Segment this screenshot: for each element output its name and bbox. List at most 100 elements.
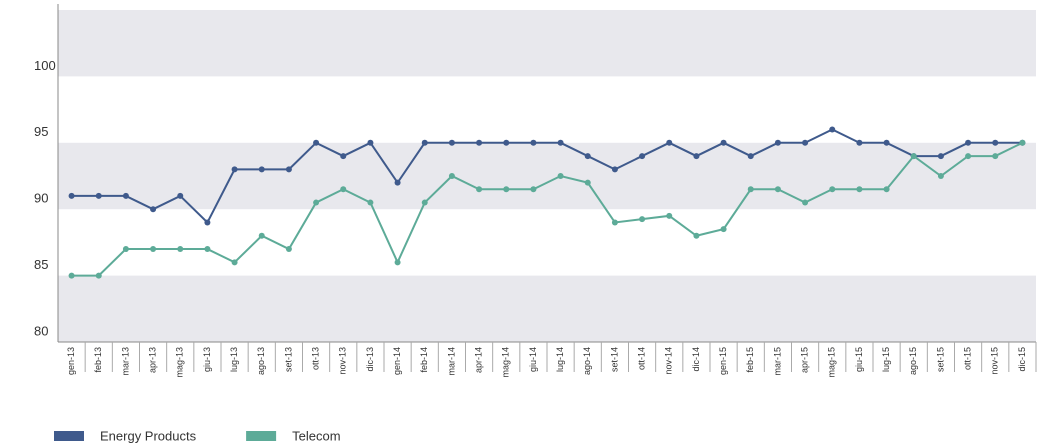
data-point (856, 186, 863, 193)
x-tick-label: mag-14 (501, 347, 511, 378)
x-tick-label: set-15 (935, 347, 945, 372)
x-tick-label: feb-13 (93, 347, 103, 373)
data-point (611, 219, 618, 226)
data-point (584, 179, 591, 186)
x-tick-label: apr-15 (799, 347, 809, 373)
data-point (421, 139, 428, 146)
legend-label: Telecom (292, 428, 340, 443)
data-point (476, 139, 483, 146)
x-tick-label: feb-14 (419, 347, 429, 373)
legend-label: Energy Products (100, 428, 197, 443)
data-point (258, 232, 265, 239)
data-point (340, 153, 347, 160)
x-tick-label: gen-14 (392, 347, 402, 375)
data-point (883, 186, 890, 193)
x-tick-label: giu-15 (854, 347, 864, 372)
data-point (530, 139, 537, 146)
data-point (666, 139, 673, 146)
data-point (285, 166, 292, 173)
data-point (747, 186, 754, 193)
data-point (68, 192, 75, 199)
x-tick-label: mar-13 (120, 347, 130, 376)
x-tick-label: lug-13 (229, 347, 239, 372)
data-point (937, 153, 944, 160)
x-tick-label: nov-13 (338, 347, 348, 375)
data-point (204, 246, 211, 253)
data-point (856, 139, 863, 146)
data-point (394, 179, 401, 186)
data-point (530, 186, 537, 193)
data-point (95, 192, 102, 199)
x-tick-label: mar-14 (446, 347, 456, 376)
x-tick-label: dic-13 (365, 347, 375, 372)
y-tick-label: 95 (34, 124, 48, 139)
data-point (720, 139, 727, 146)
data-point (693, 153, 700, 160)
x-tick-label: apr-13 (147, 347, 157, 373)
data-point (992, 139, 999, 146)
x-tick-label: lug-15 (881, 347, 891, 372)
y-tick-label: 85 (34, 257, 48, 272)
data-point (476, 186, 483, 193)
data-point (448, 173, 455, 179)
data-point (774, 186, 781, 193)
x-tick-label: set-14 (609, 347, 619, 372)
data-point (720, 226, 727, 233)
data-point (231, 166, 238, 173)
data-point (421, 199, 428, 206)
x-tick-label: mag-15 (827, 347, 837, 378)
x-tick-label: giu-14 (528, 347, 538, 372)
data-point (693, 232, 700, 239)
data-point (611, 166, 618, 173)
data-point (313, 199, 320, 206)
x-tick-label: ago-15 (908, 347, 918, 375)
data-point (448, 139, 455, 146)
grid-band (58, 275, 1036, 342)
data-point (584, 153, 591, 160)
data-point (883, 139, 890, 146)
data-point (774, 139, 781, 146)
x-tick-label: ago-13 (256, 347, 266, 375)
data-point (666, 212, 673, 219)
data-point (639, 153, 646, 160)
x-tick-label: nov-14 (664, 347, 674, 375)
x-tick-label: feb-15 (745, 347, 755, 373)
x-tick-label: lug-14 (555, 347, 565, 372)
data-point (1019, 139, 1026, 146)
data-point (802, 139, 809, 146)
grid-band (58, 142, 1036, 210)
x-tick-label: giu-13 (202, 347, 212, 372)
data-point (367, 199, 374, 206)
data-point (557, 139, 564, 146)
series-line (71, 128, 1023, 225)
data-point (503, 139, 510, 146)
x-tick-label: ott-15 (962, 347, 972, 370)
data-point (910, 153, 917, 160)
x-tick-label: dic-14 (691, 347, 701, 372)
data-point (829, 186, 836, 193)
data-point (639, 216, 646, 223)
data-point (313, 139, 320, 146)
y-tick-label: 100 (34, 58, 56, 73)
series-line (71, 141, 1023, 277)
data-point (992, 153, 999, 160)
x-tick-label: ago-14 (582, 347, 592, 375)
x-tick-label: gen-15 (718, 347, 728, 375)
data-point (68, 272, 75, 279)
data-point (150, 246, 157, 253)
data-point (747, 153, 754, 160)
x-tick-label: nov-15 (990, 347, 1000, 375)
x-tick-label: mar-15 (772, 347, 782, 376)
data-point (204, 219, 211, 226)
data-point (95, 272, 102, 279)
x-tick-label: apr-14 (473, 347, 483, 373)
legend-swatch (246, 431, 277, 441)
y-tick-label: 90 (34, 191, 48, 206)
data-point (965, 139, 972, 146)
x-tick-label: set-13 (283, 347, 293, 372)
data-point (285, 246, 292, 253)
data-point (394, 259, 401, 266)
x-tick-label: ott-13 (310, 347, 320, 370)
x-tick-label: ott-14 (636, 347, 646, 370)
legend-swatch (54, 431, 84, 441)
